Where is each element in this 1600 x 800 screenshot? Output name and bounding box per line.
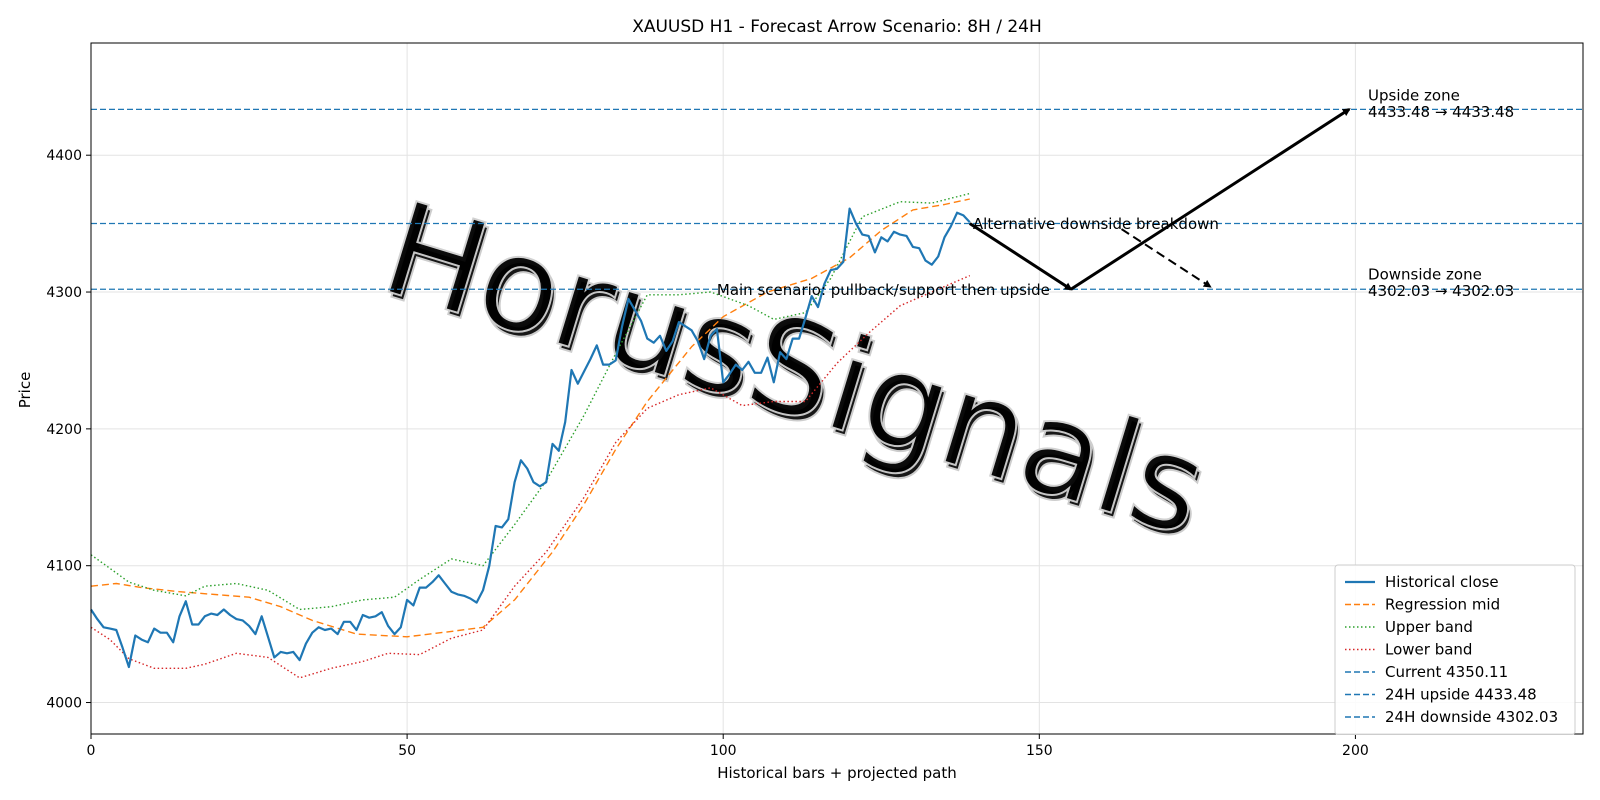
plot-frame: [90, 42, 1584, 735]
grid-layer: [90, 43, 1583, 734]
y-tick-label: 4400: [46, 148, 82, 164]
y-axis-label: Price: [16, 372, 34, 409]
forecast-arrow-2: [1070, 108, 1351, 291]
y-tick-label: 4300: [46, 285, 82, 301]
annotation-main: Main scenario: pullback/support then ups…: [717, 281, 1050, 299]
y-tick-label: 4000: [46, 696, 82, 712]
y-tick-label: 4200: [46, 422, 82, 438]
annotation-alt: Alternative downside breakdown: [973, 215, 1219, 233]
annotation-up2: 4433.48 → 4433.48: [1368, 103, 1514, 121]
legend: Historical close Regression mid Upper band…: [1334, 564, 1576, 735]
legend-label-regression-mid: Regression mid: [1385, 596, 1500, 614]
legend-label-24h-upside-4433-48: 24H upside 4433.48: [1385, 686, 1537, 704]
x-tick-label: 200: [1342, 743, 1369, 759]
y-tick-label: 4100: [46, 559, 82, 575]
forecast-arrow-3: [1120, 228, 1212, 288]
annotation-dn1: Downside zone: [1368, 266, 1482, 284]
series-layer: [90, 192, 971, 679]
series-historical-close: [90, 207, 971, 669]
annotation-up1: Upside zone: [1368, 86, 1460, 104]
x-axis-label: Historical bars + projected path: [717, 764, 957, 782]
x-tick-label: 100: [710, 743, 737, 759]
annotation-dn2: 4302.03 → 4302.03: [1368, 282, 1514, 300]
legend-label-historical-close: Historical close: [1385, 573, 1499, 591]
legend-label-lower-band: Lower band: [1385, 641, 1472, 659]
legend-box: [1334, 564, 1576, 735]
x-tick-label: 150: [1026, 743, 1053, 759]
series-lower-band: [90, 274, 971, 679]
arrows-layer: [968, 108, 1351, 291]
annotations-layer: Main scenario: pullback/support then ups…: [717, 86, 1514, 300]
legend-label-current-4350-11: Current 4350.11: [1385, 663, 1508, 681]
x-tick-label: 0: [87, 743, 96, 759]
ticks-layer: 0 50 100 150 200 4000 4100 4200 4300 4400: [46, 148, 1368, 759]
chart-title: XAUUSD H1 - Forecast Arrow Scenario: 8H …: [632, 17, 1042, 37]
forecast-arrow-1: [968, 222, 1073, 291]
legend-label-24h-downside-4302-03: 24H downside 4302.03: [1385, 708, 1558, 726]
legend-label-upper-band: Upper band: [1385, 618, 1473, 636]
levels-layer: [91, 108, 1583, 290]
series-regression-mid: [90, 198, 970, 638]
x-tick-label: 50: [398, 743, 416, 759]
